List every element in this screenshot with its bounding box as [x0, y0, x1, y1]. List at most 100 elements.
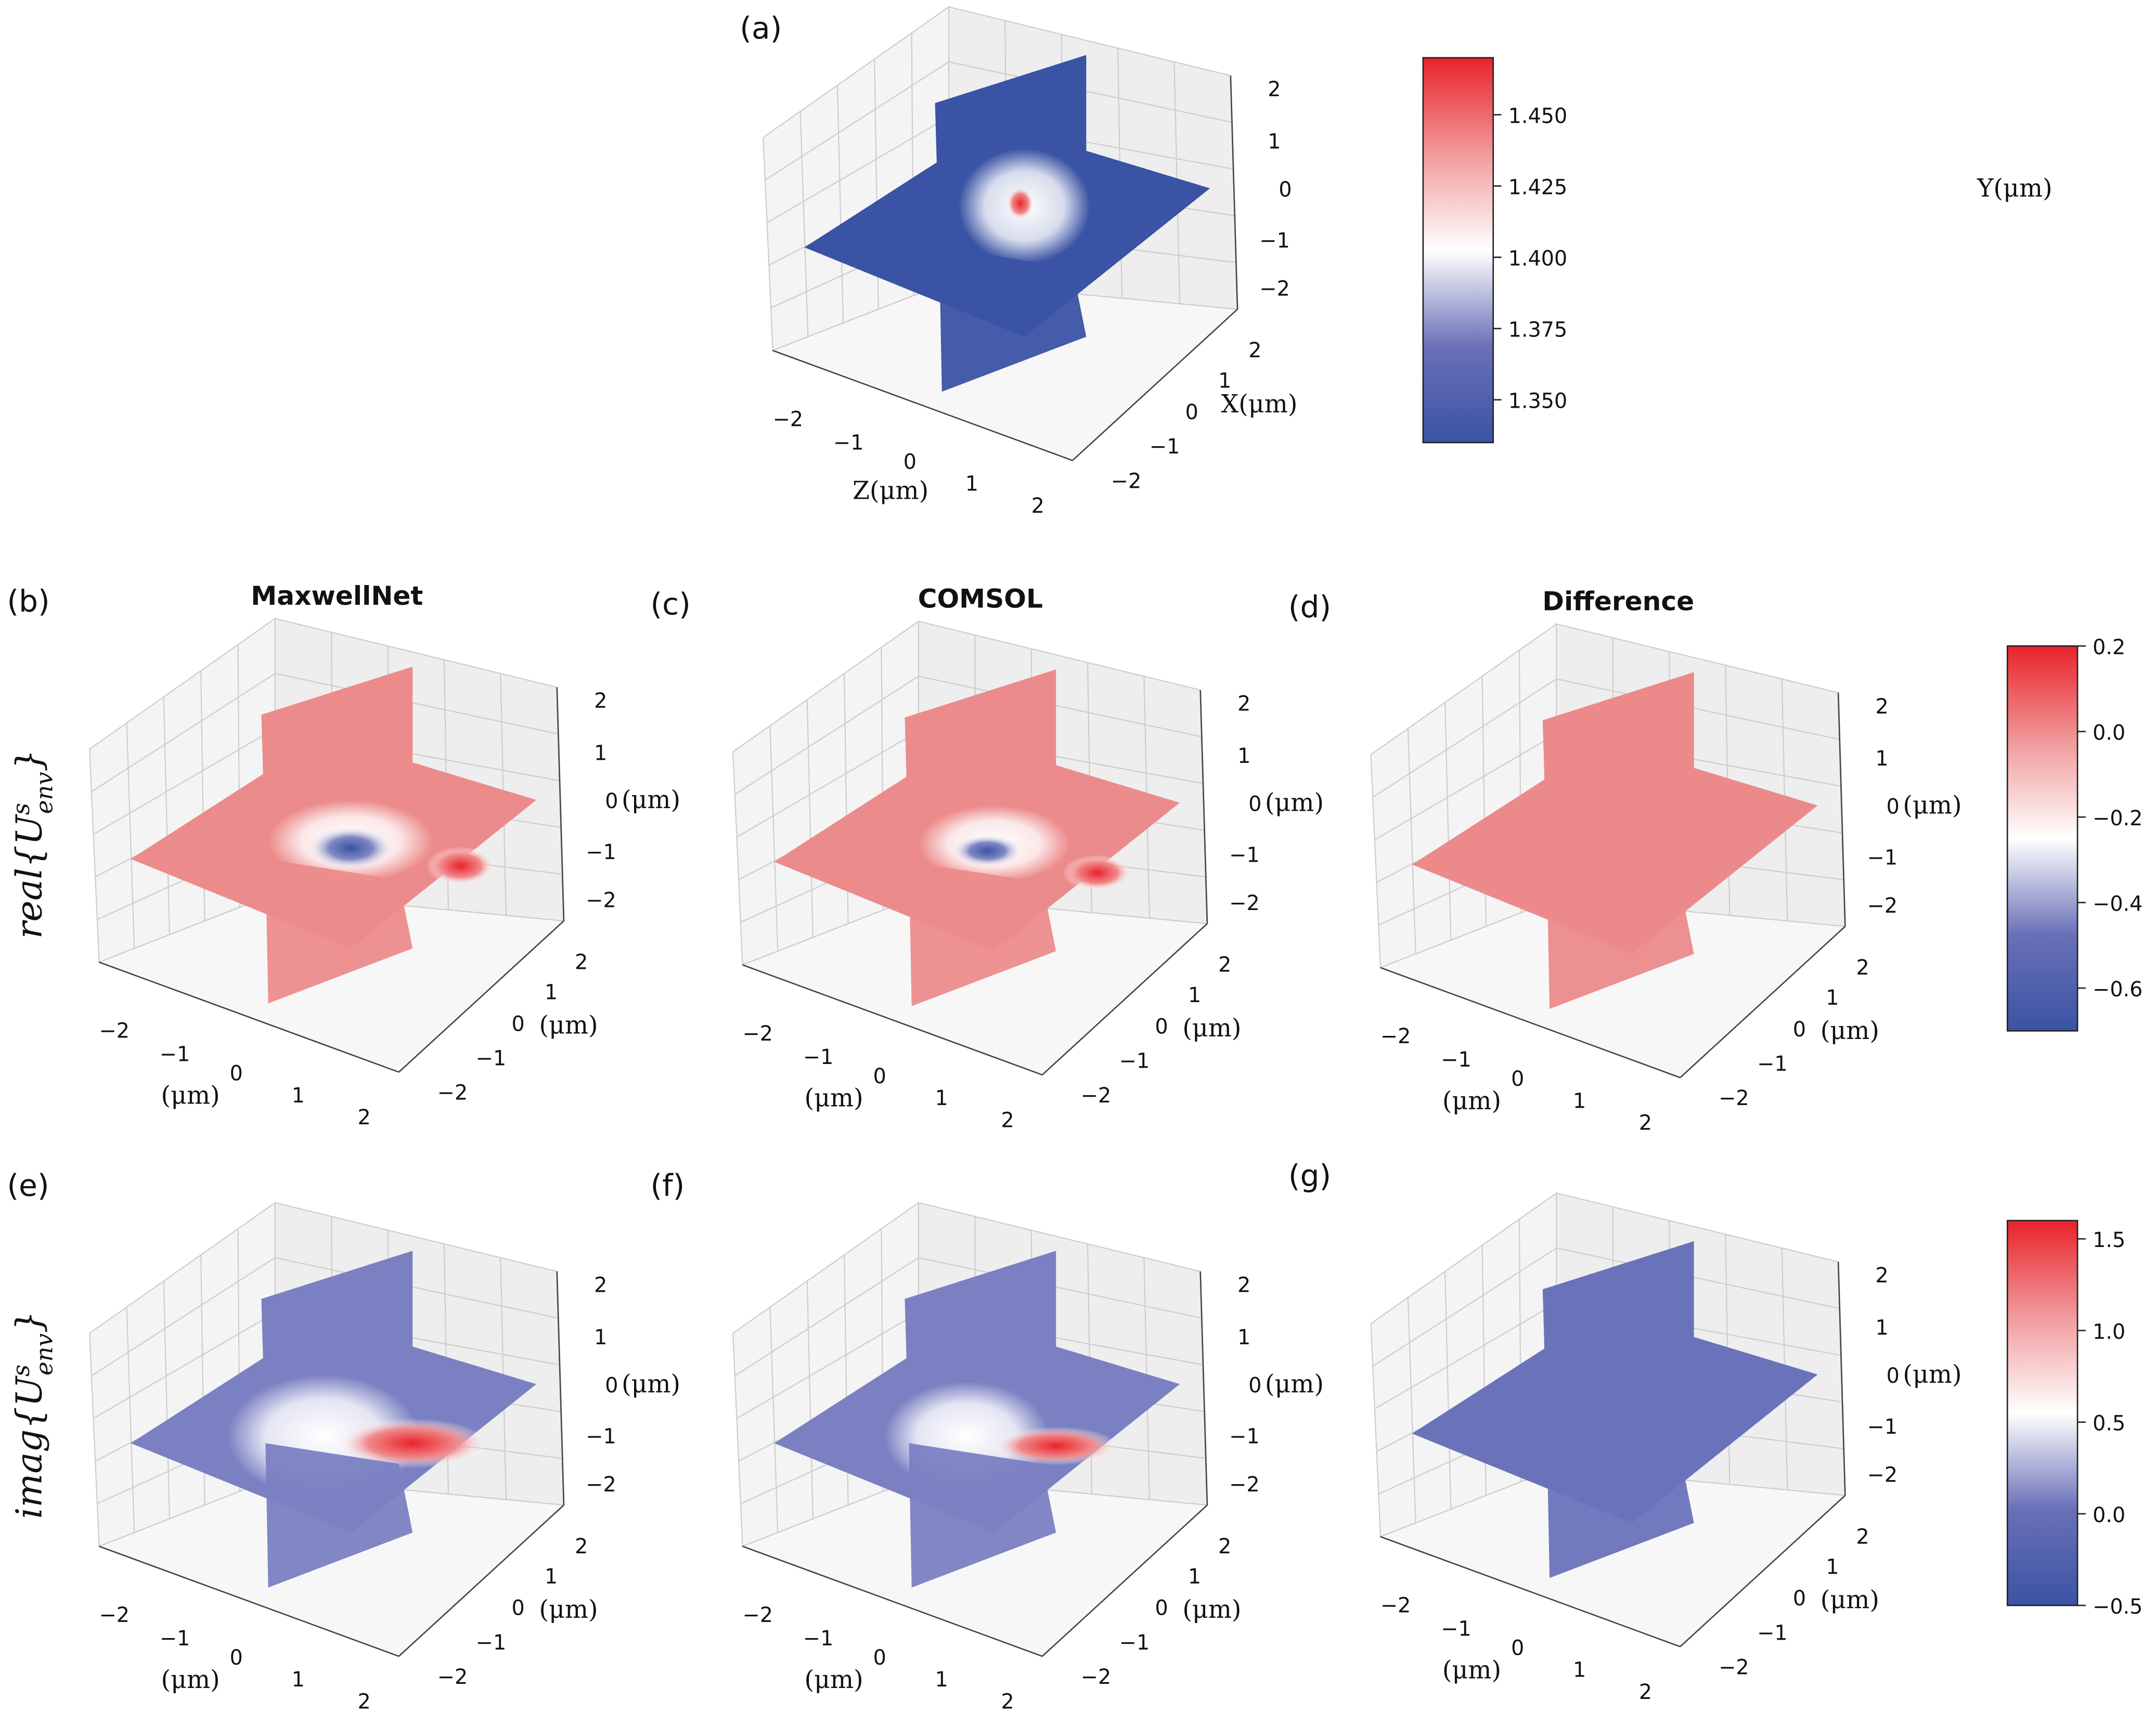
x-tick-label: 1 [1826, 986, 1839, 1010]
field-feature [337, 1418, 488, 1468]
x-axis-label: (μm) [1182, 1595, 1241, 1624]
x-tick-label: −1 [1757, 1052, 1787, 1076]
z-axis-label: (μm) [161, 1081, 220, 1110]
colorbar-tick-label: 1.450 [1508, 105, 1567, 128]
z-tick-label: 1 [1573, 1658, 1586, 1682]
z-tick-label: 1 [935, 1086, 948, 1110]
y-tick-label: 1 [1237, 1326, 1250, 1349]
z-axis-label: Z(μm) [853, 476, 928, 505]
z-tick-label: −2 [1380, 1593, 1411, 1617]
z-axis-line [742, 1546, 1043, 1657]
y-tick-label: 0 [1279, 178, 1292, 202]
z-tick-label: −1 [833, 431, 863, 455]
grid-line [799, 111, 809, 337]
z-tick-label: 2 [1001, 1108, 1014, 1132]
panel-d: (d) Difference210−1−2(μm)210−1−2(μm)−2−10… [1288, 586, 1962, 1135]
x-tick-label: −2 [1719, 1655, 1749, 1679]
grid-line [1556, 678, 1840, 741]
z-tick-label: −1 [160, 1043, 190, 1067]
grid-line [734, 1257, 919, 1377]
grid-line [769, 725, 779, 952]
grid-line [1444, 1271, 1452, 1510]
grid-line [948, 61, 1232, 123]
z-axis-line [772, 349, 1073, 461]
row-label-sup: s [7, 1365, 35, 1377]
z-tick-label: −2 [773, 407, 803, 431]
x-axis-label: (μm) [1821, 1586, 1879, 1614]
x-axis-line [1072, 308, 1238, 461]
colorbar-gradient [2006, 1219, 2078, 1606]
grid-line [275, 1257, 559, 1319]
row-label-suffix: } [9, 1310, 50, 1333]
colorbar-tick-label: 1.425 [1508, 176, 1567, 200]
z-tick-label: 2 [357, 1690, 370, 1713]
x-axis-line [1041, 923, 1208, 1075]
z-tick-label: 2 [1031, 494, 1044, 518]
y-axis-label: (μm) [1903, 1360, 1961, 1389]
grid-line [163, 1281, 170, 1519]
y-tick-label: −2 [1229, 891, 1259, 915]
y-tick-label: 1 [1876, 747, 1889, 771]
y-tick-label: −2 [1229, 1473, 1259, 1497]
grid-line [1372, 678, 1557, 798]
z-tick-label: 2 [1001, 1690, 1014, 1713]
x-tick-label: 0 [1793, 1018, 1806, 1042]
y-tick-label: −1 [586, 840, 616, 864]
grid-line [765, 61, 949, 181]
panel-b: (b) MaxwellNet210−1−2(μm)210−1−2(μm)−2−10… [7, 580, 680, 1129]
z-tick-label: 2 [357, 1106, 370, 1129]
grid-line [1407, 1297, 1416, 1523]
y-axis-label: (μm) [622, 786, 680, 814]
z-axis-label: (μm) [161, 1666, 220, 1694]
colorbar-tick-label: 1.0 [2093, 1320, 2125, 1344]
row-label-suffix: } [9, 749, 50, 772]
x-tick-label: −2 [1081, 1665, 1111, 1689]
row-label-prefix: real{U [9, 814, 50, 939]
y-axis-label: (μm) [1265, 1370, 1324, 1399]
x-tick-label: 2 [1856, 956, 1869, 980]
grid-line [806, 699, 814, 938]
grid-line [1444, 702, 1452, 940]
x-tick-label: 2 [1856, 1525, 1869, 1549]
grid-line [1407, 728, 1416, 954]
panel-label: (e) [7, 1168, 49, 1203]
row-label-sub: env [31, 772, 58, 814]
z-tick-label: 0 [873, 1646, 886, 1670]
y-tick-label: 1 [594, 1326, 607, 1349]
x-axis-line [1680, 926, 1846, 1079]
grid-line [91, 1257, 276, 1377]
x-tick-label: 0 [512, 1596, 525, 1620]
grid-line [836, 85, 844, 323]
grid-line [734, 676, 919, 795]
y-tick-label: −1 [1259, 229, 1289, 253]
field-feature [1006, 187, 1034, 220]
z-tick-label: 0 [903, 450, 916, 474]
x-tick-label: 0 [1793, 1587, 1806, 1611]
x-tick-label: −2 [1081, 1084, 1111, 1108]
colorbar-tick-label: −0.6 [2093, 978, 2142, 1002]
y-axis-line [1199, 1271, 1208, 1505]
panel-label: (f) [650, 1168, 685, 1203]
x-tick-label: 1 [1826, 1555, 1839, 1579]
grid-line [275, 673, 559, 735]
y-axis-label: (μm) [1265, 788, 1324, 817]
colorbar-tick-label: −0.4 [2093, 892, 2142, 916]
y-tick-label: 0 [605, 1374, 618, 1398]
x-tick-label: 1 [545, 981, 558, 1005]
colorbar-tick-label: 1.400 [1508, 247, 1567, 271]
field-feature [426, 847, 495, 886]
x-axis-line [398, 920, 564, 1073]
field-feature [1063, 855, 1132, 891]
y-tick-label: −2 [1867, 1463, 1897, 1487]
y-tick-label: 2 [1237, 692, 1250, 716]
z-tick-label: −1 [1441, 1048, 1471, 1072]
grid-line [163, 697, 170, 935]
x-tick-label: −1 [1119, 1631, 1150, 1655]
x-tick-label: 1 [1188, 1565, 1201, 1589]
y-tick-label: 2 [594, 689, 607, 713]
colorbar-gradient [2006, 645, 2078, 1032]
y-axis-line [556, 1271, 565, 1505]
horizontal-slice [1412, 741, 1818, 954]
y-axis-label: (μm) [1903, 791, 1961, 820]
